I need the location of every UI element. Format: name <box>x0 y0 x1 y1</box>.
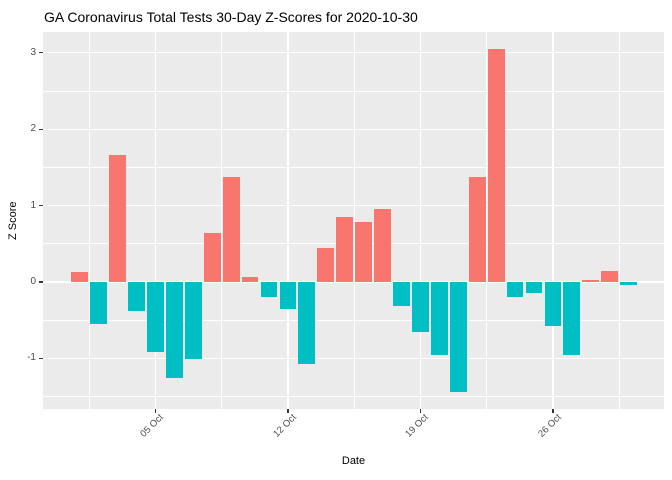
bar <box>525 282 543 294</box>
bar <box>468 176 486 282</box>
gridline-minor-vertical <box>618 32 620 409</box>
gridline-major-vertical <box>287 32 289 409</box>
bar <box>90 282 108 325</box>
y-tick-label: 0 <box>30 276 36 287</box>
y-tick-label: 3 <box>30 46 36 58</box>
y-tick-mark <box>39 357 43 359</box>
chart-title: GA Coronavirus Total Tests 30-Day Z-Scor… <box>44 9 418 25</box>
gridline-minor-horizontal <box>43 90 664 92</box>
y-tick-label: 1 <box>30 199 36 211</box>
bar <box>374 209 391 282</box>
gridline-minor-horizontal <box>43 319 664 321</box>
x-tick-label: 19 Oct <box>403 412 432 440</box>
gridline-minor-vertical <box>353 32 355 409</box>
bar <box>279 282 297 309</box>
x-tick-label: 12 Oct <box>271 412 299 440</box>
y-tick-mark <box>39 205 43 207</box>
bar <box>430 282 448 355</box>
bar <box>601 270 619 282</box>
bar <box>336 217 354 282</box>
x-axis-title: Date <box>341 455 366 467</box>
gridline-minor-vertical <box>221 32 223 409</box>
gridline-major-horizontal <box>43 128 664 130</box>
bar <box>260 282 278 297</box>
bar <box>71 272 89 282</box>
bar <box>147 282 164 352</box>
gridline-major-horizontal <box>43 52 664 54</box>
bar <box>355 222 373 282</box>
bar <box>317 247 335 282</box>
gridline-major-horizontal <box>43 281 664 283</box>
plot-panel <box>43 32 664 409</box>
y-tick-label: -1 <box>27 352 36 364</box>
bar <box>449 282 467 393</box>
x-tick-mark <box>419 409 422 413</box>
gridline-major-vertical <box>552 32 554 409</box>
bar <box>128 282 145 312</box>
bar <box>506 282 524 297</box>
x-tick-label: 26 Oct <box>536 412 564 440</box>
gridline-minor-horizontal <box>43 396 664 397</box>
bar <box>241 277 259 282</box>
y-tick-mark <box>39 128 43 130</box>
bar <box>203 233 221 282</box>
gridline-major-vertical <box>154 32 157 409</box>
bar <box>298 282 316 364</box>
x-tick-label: 05 Oct <box>138 412 167 440</box>
bar <box>184 282 202 360</box>
gridline-major-vertical <box>419 32 422 409</box>
gridline-minor-vertical <box>88 32 90 409</box>
gridline-minor-horizontal <box>43 167 664 168</box>
bar <box>563 282 581 355</box>
gridline-minor-horizontal <box>43 243 664 245</box>
gridline-major-horizontal <box>43 204 664 207</box>
bar <box>412 282 429 332</box>
x-tick-mark <box>552 409 554 413</box>
bar <box>165 282 183 378</box>
x-tick-mark <box>287 409 289 413</box>
y-tick-mark <box>39 52 43 54</box>
y-tick-label: 2 <box>30 123 36 135</box>
y-tick-mark <box>39 281 43 283</box>
bar <box>620 282 638 286</box>
x-tick-mark <box>154 409 156 413</box>
bar <box>544 282 562 327</box>
bar <box>222 176 240 282</box>
gridline-major-horizontal <box>43 357 664 360</box>
bar <box>582 279 600 282</box>
bar <box>109 155 126 282</box>
gridline-minor-vertical <box>486 32 488 409</box>
bar <box>487 48 505 282</box>
bar <box>393 282 410 306</box>
